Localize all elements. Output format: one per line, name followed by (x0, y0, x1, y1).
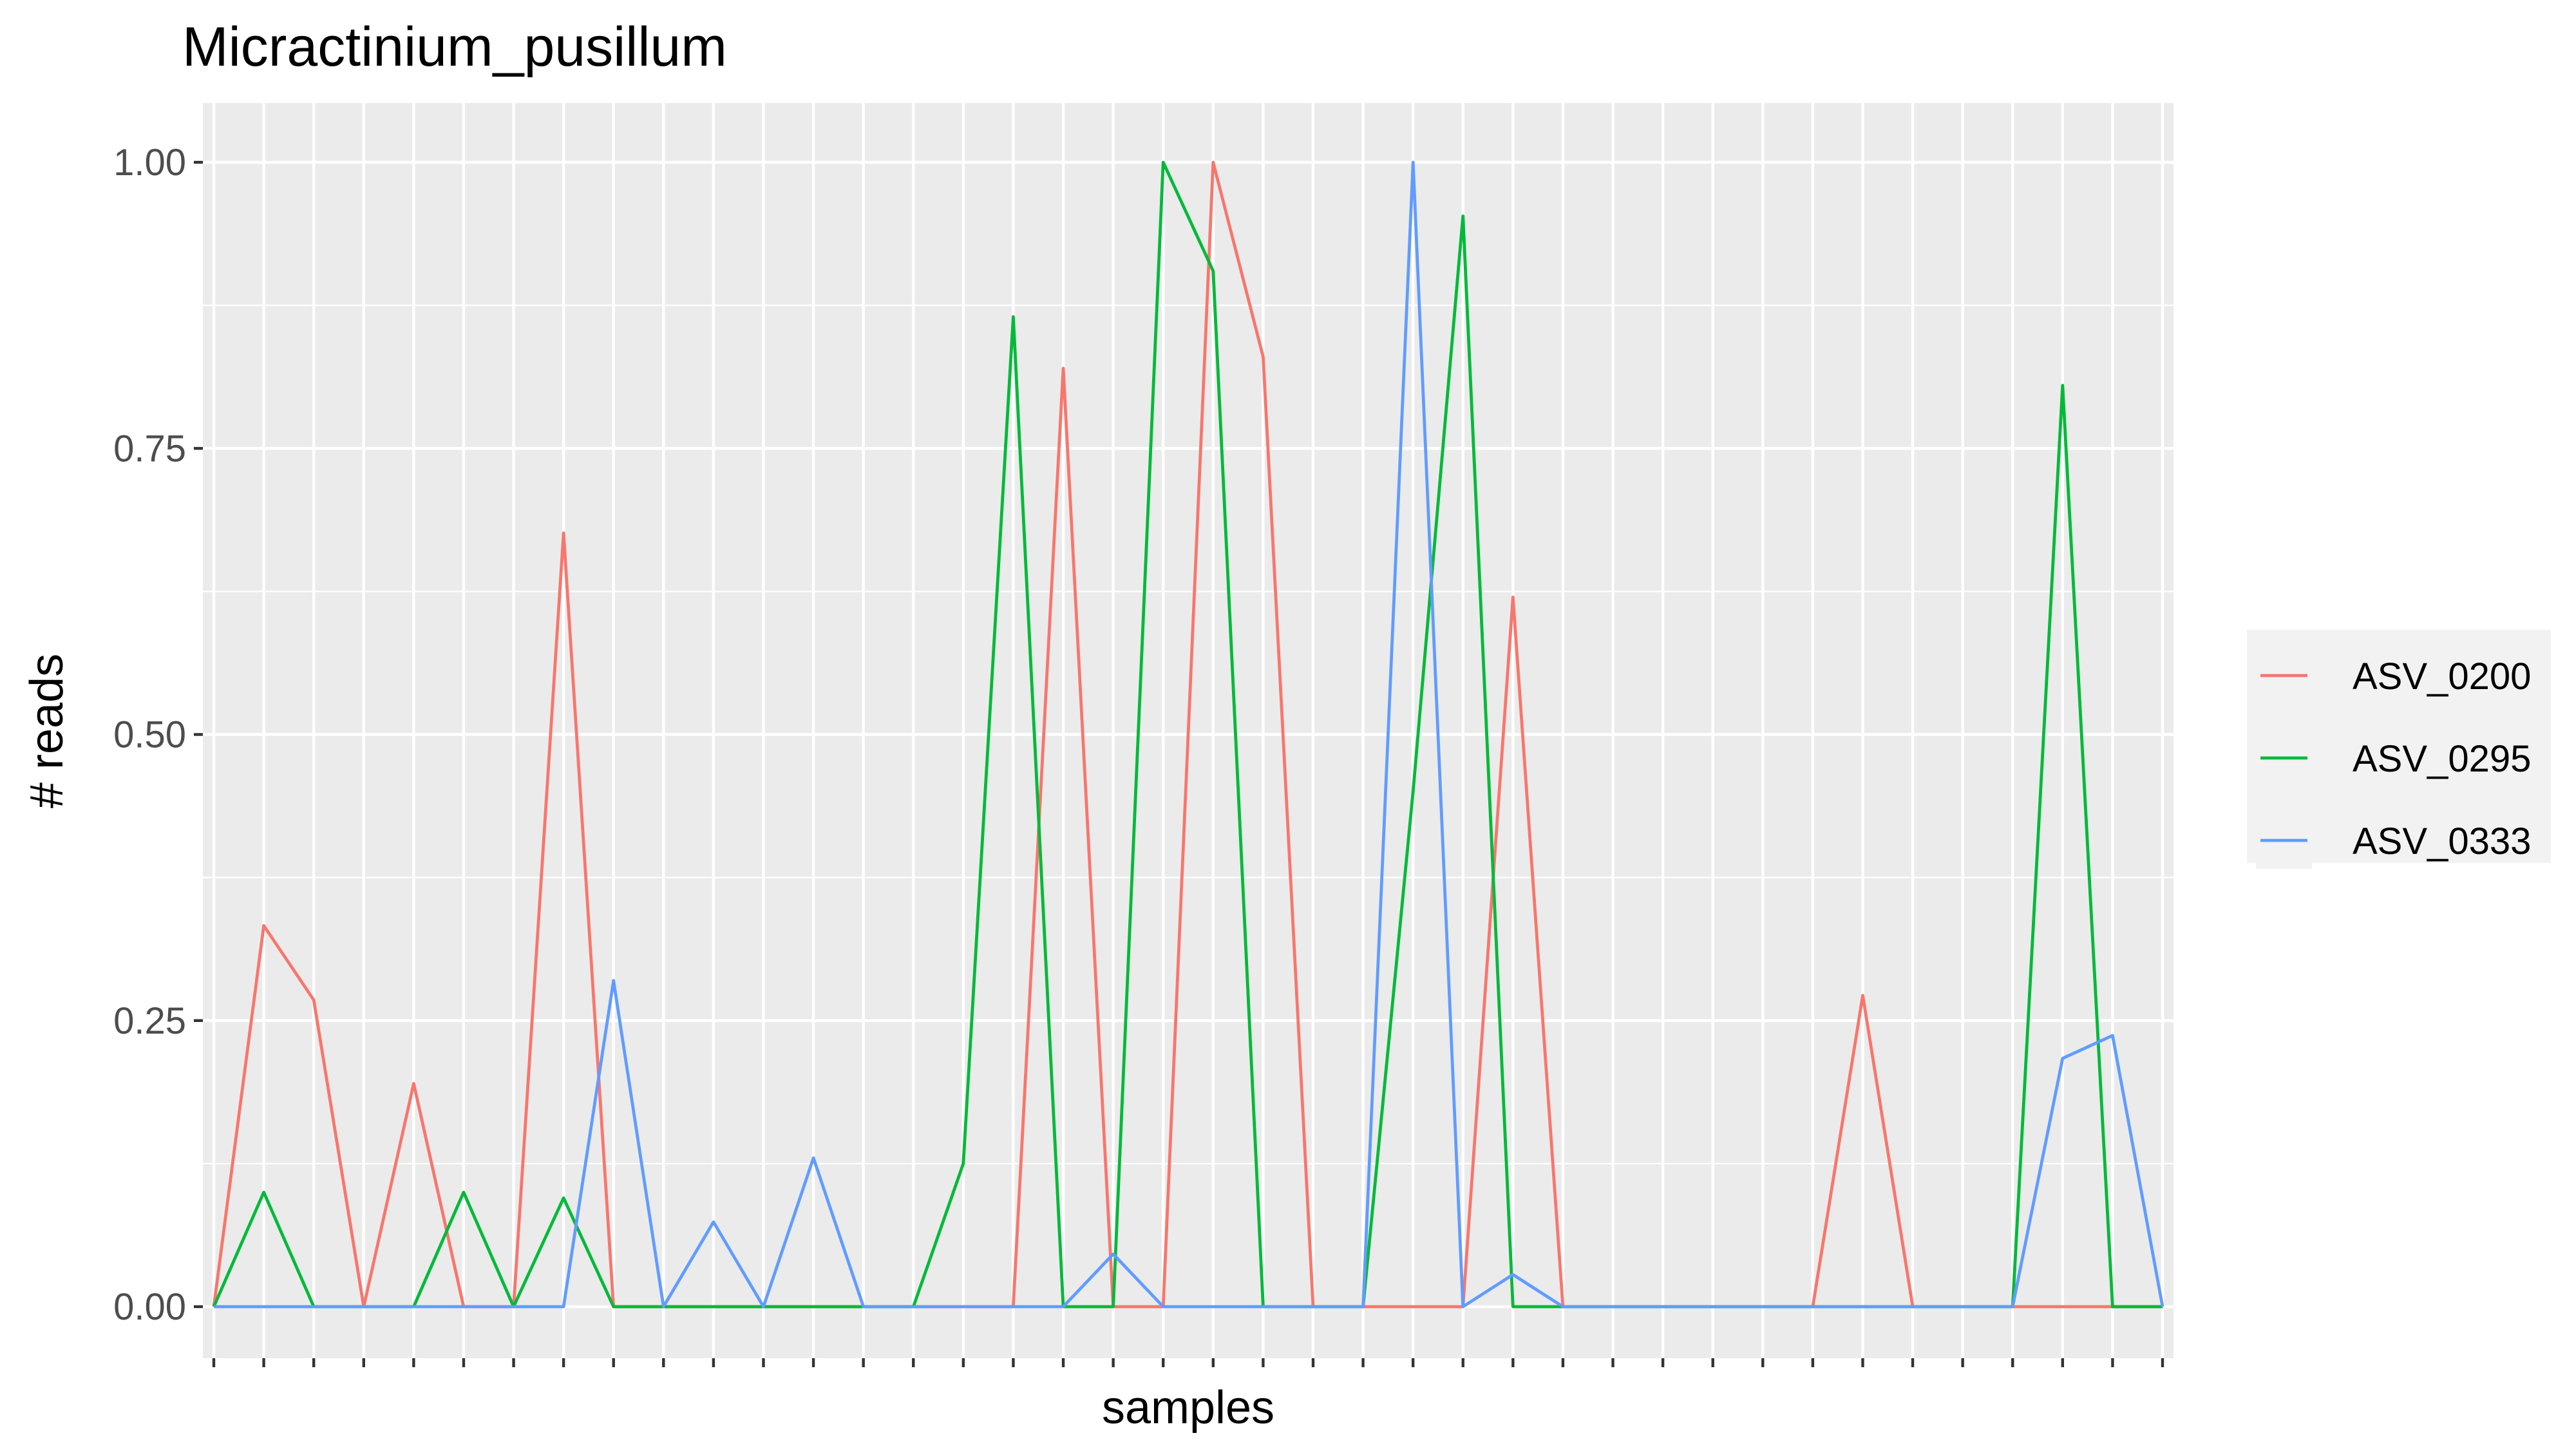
legend-label: ASV_0333 (2353, 820, 2531, 862)
legend-label: ASV_0200 (2353, 656, 2531, 697)
x-axis-title: samples (1102, 1382, 1274, 1434)
series-lines (212, 160, 2164, 1309)
y-tick-label: 0.00 (113, 1286, 186, 1328)
minor-gridlines (203, 305, 2174, 1164)
y-tick-label: 1.00 (113, 142, 186, 184)
y-tick-label: 0.75 (113, 428, 186, 469)
y-tick-label: 0.50 (113, 714, 186, 756)
y-axis: 0.00 0.25 0.50 0.75 1.00 (113, 142, 203, 1328)
y-axis-title: # reads (21, 654, 73, 808)
y-tick-label: 0.25 (113, 1000, 186, 1042)
x-axis (212, 1358, 2164, 1367)
legend-label: ASV_0295 (2353, 738, 2531, 780)
series-line-asv_0333 (214, 160, 2164, 1309)
legend: ASV_0200 ASV_0295 ASV_0333 (2247, 630, 2551, 869)
chart-title: Micractinium_pusillum (182, 16, 727, 78)
major-gridlines (203, 103, 2174, 1358)
series-line-asv_0200 (212, 160, 2163, 1309)
